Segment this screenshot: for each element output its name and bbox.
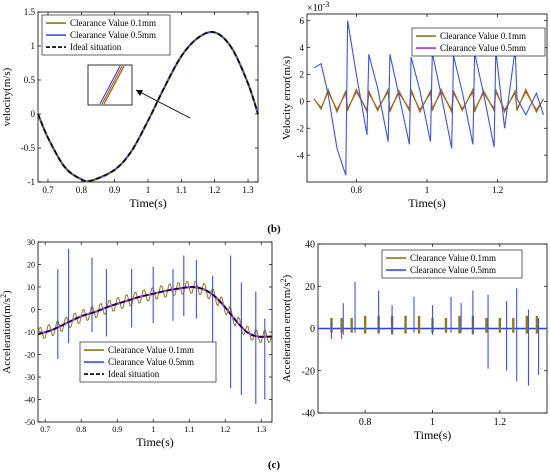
velocity-error-ytick-label: -4 xyxy=(297,150,305,160)
panel-label-b: (b) xyxy=(267,223,281,235)
velocity-error-ylabel: Velocity error(m/s) xyxy=(281,56,293,140)
velocity-series-ideal xyxy=(37,31,259,183)
velocity-ytick-label: 0.5 xyxy=(24,75,36,85)
acceleration-xtick-label: 0.9 xyxy=(112,425,122,434)
velocity-error-legend-entry: Clearance Value 0.5mm xyxy=(440,43,526,53)
velocity-error-series-05 xyxy=(313,20,545,176)
acceleration-ytick-label: 0 xyxy=(31,305,35,314)
panel-label-c: (c) xyxy=(268,459,281,471)
velocity-ytick-label: 0 xyxy=(31,109,36,119)
acceleration-error-legend-entry: Clearance Value 0.5mm xyxy=(410,265,496,275)
velocity-zoom-arrowhead xyxy=(136,90,143,96)
acceleration-xtick-label: 1.2 xyxy=(220,425,230,434)
acceleration-series-01 xyxy=(37,281,272,343)
acceleration-error-xtick-label: 1 xyxy=(430,417,435,428)
acceleration-ytick-label: 10 xyxy=(27,283,35,292)
acceleration-ytick-label: -10 xyxy=(24,328,35,337)
acceleration-ylabel: Acceleration(m/s2) xyxy=(0,290,13,374)
velocity-xtick-label: 0.7 xyxy=(42,185,54,195)
velocity-axes: 0.7 0.8 0.9 1 1.1 1.2 1.3 -1 -0.5 0 0.5 1 1.5 Time(s)… xyxy=(1,7,259,210)
velocity-ytick-label: 1.5 xyxy=(24,7,36,17)
acceleration-ytick-label: -50 xyxy=(24,418,35,427)
velocity-ytick-label: -0.5 xyxy=(21,143,36,153)
acceleration-error-ytick-label: 0 xyxy=(310,324,315,335)
velocity-error-ytick-label: -2 xyxy=(297,123,305,133)
velocity-zoom-line-red xyxy=(101,65,123,105)
acceleration-xtick-label: 1.1 xyxy=(184,425,194,434)
velocity-xtick-label: 1.3 xyxy=(242,185,254,195)
acceleration-xtick-label: 1 xyxy=(151,425,155,434)
velocity-zoom-line-01 xyxy=(103,65,125,105)
acceleration-error-ytick-label: -20 xyxy=(302,366,315,377)
acceleration-error-legend-entry: Clearance Value 0.1mm xyxy=(410,253,496,263)
acceleration-legend-entry: Clearance Value 0.1mm xyxy=(108,345,194,355)
acceleration-error-legend-box xyxy=(381,249,523,279)
velocity-xtick-label: 1.1 xyxy=(176,185,187,195)
velocity-ylabel: velocity(m/s) xyxy=(1,67,13,126)
acceleration-legend: Clearance Value 0.1mm Clearance Value 0.5… xyxy=(79,341,217,383)
acceleration-legend-entry: Ideal situation xyxy=(108,369,160,379)
acceleration-error-xlabel: Time(s) xyxy=(414,428,452,442)
velocity-error-legend: Clearance Value 0.1mm Clearance Value 0.5… xyxy=(411,27,546,57)
acceleration-error-ytick-label: -40 xyxy=(302,409,315,420)
velocity-error-ytick-label: 4 xyxy=(300,43,305,53)
velocity-xtick-label: 1 xyxy=(146,185,151,195)
acceleration-error-ytick-label: 20 xyxy=(305,282,315,293)
velocity-error-legend-box xyxy=(411,27,546,57)
velocity-xtick-label: 1.2 xyxy=(209,185,220,195)
acceleration-ytick-label: -20 xyxy=(24,350,35,359)
acceleration-error-ylabel: Acceleration error(m/s2) xyxy=(279,274,294,382)
velocity-error-xlabel: Time(s) xyxy=(408,196,446,210)
acceleration-ytick-label: 20 xyxy=(27,260,35,269)
acceleration-error-legend: Clearance Value 0.1mm Clearance Value 0.5… xyxy=(381,249,523,279)
velocity-xtick-label: 0.9 xyxy=(109,185,121,195)
velocity-legend: Clearance Value 0.1mm Clearance Value 0.5… xyxy=(41,14,171,56)
velocity-zoom-line-05 xyxy=(99,65,121,105)
velocity-ytick-label: 1 xyxy=(31,41,36,51)
velocity-error-ytick-label: 0 xyxy=(300,97,305,107)
acceleration-xlabel: Time(s) xyxy=(136,435,174,449)
velocity-legend-entry: Clearance Value 0.1mm xyxy=(70,18,156,28)
acceleration-error-xtick-label: 0.8 xyxy=(359,417,372,428)
acceleration-ytick-label: -40 xyxy=(24,395,35,404)
acceleration-axes: 0.7 0.8 0.9 1 1.1 1.2 1.3 -50 -40 -30 -20 -10 0 10 20 3… xyxy=(0,238,273,449)
acceleration-legend-entry: Clearance Value 0.5mm xyxy=(108,357,194,367)
velocity-xlabel: Time(s) xyxy=(129,196,167,210)
velocity-ytick-label: -1 xyxy=(28,177,36,187)
velocity-zoom-arrow xyxy=(135,89,191,119)
acceleration-xtick-label: 1.3 xyxy=(256,425,266,434)
velocity-error-ytick-label: 6 xyxy=(300,16,305,26)
acceleration-ytick-label: -30 xyxy=(24,373,35,382)
velocity-legend-entry: Clearance Value 0.5mm xyxy=(70,30,156,40)
acceleration-series-ideal xyxy=(37,286,273,338)
velocity-xtick-label: 0.8 xyxy=(76,185,88,195)
velocity-error-ytick-label: 2 xyxy=(300,70,305,80)
acceleration-xtick-label: 0.7 xyxy=(40,425,50,434)
velocity-error-xtick-label: 1 xyxy=(425,185,430,195)
velocity-legend-entry: Ideal situation xyxy=(70,42,122,52)
acceleration-ytick-label: 30 xyxy=(27,238,35,247)
acceleration-error-xtick-label: 1.2 xyxy=(494,417,507,428)
acceleration-frame xyxy=(37,241,273,423)
velocity-error-scale: ×10-3 xyxy=(307,0,329,14)
velocity-error-legend-entry: Clearance Value 0.1mm xyxy=(440,31,526,41)
acceleration-error-ytick-label: 40 xyxy=(305,240,315,251)
velocity-error-axes: 0.8 1 1.2 -4 -2 0 2 4 6 Time(s) Velocity error(m/s… xyxy=(281,13,548,210)
velocity-error-xtick-label: 1.2 xyxy=(492,185,503,195)
velocity-error-xtick-label: 0.8 xyxy=(351,185,363,195)
acceleration-xtick-label: 0.8 xyxy=(76,425,86,434)
acceleration-series-05 xyxy=(37,285,273,338)
